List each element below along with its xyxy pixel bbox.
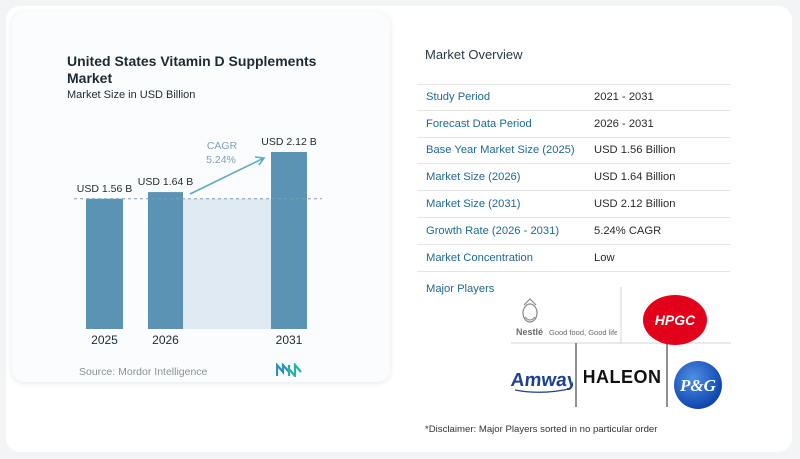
category-label: 2031 xyxy=(276,333,303,347)
pg-logo-icon: P&G xyxy=(674,361,722,409)
hpgc-logo-icon: HPGC xyxy=(643,295,707,345)
source-text: Source: Mordor Intelligence xyxy=(79,366,208,378)
amway-logo-icon: Amway xyxy=(510,370,579,393)
hpgc-logo: HPGC xyxy=(641,293,709,347)
row-label: Growth Rate (2026 - 2031) xyxy=(426,224,560,237)
row-label: Market Concentration xyxy=(426,251,533,264)
row-value: Low xyxy=(594,251,615,264)
svg-text:Good food, Good life: Good food, Good life xyxy=(549,328,617,337)
cagr-shade xyxy=(183,198,271,329)
amway-logo: Amway xyxy=(510,360,579,396)
chart-title: United States Vitamin D Supplements Mark… xyxy=(67,53,317,86)
overview-row: Forecast Data Period 2026 - 2031 xyxy=(417,111,730,138)
svg-text:Nestlé: Nestlé xyxy=(516,327,543,337)
row-value: 2026 - 2031 xyxy=(594,117,654,130)
svg-text:HALEON: HALEON xyxy=(584,367,660,387)
overview-row: Market Concentration Low xyxy=(417,245,730,272)
row-label: Study Period xyxy=(426,91,491,104)
chart-card: USD 1.56 B USD 1.64 B USD 2.12 B 2025 2026 20… xyxy=(12,12,390,382)
data-label: USD 1.64 B xyxy=(138,176,193,188)
svg-text:P&G: P&G xyxy=(679,376,717,395)
nestle-nest-icon: Nestlé Good food, Good life xyxy=(516,298,618,337)
bar xyxy=(271,152,307,329)
overview-title: Market Overview xyxy=(425,47,523,62)
row-value: USD 1.56 Billion xyxy=(594,144,676,157)
overview-row: Base Year Market Size (2025) USD 1.56 Bi… xyxy=(417,138,730,165)
haleon-logo: HALEON xyxy=(583,362,662,390)
data-label: USD 2.12 B xyxy=(261,136,316,148)
row-label: Forecast Data Period xyxy=(426,117,532,130)
bar xyxy=(148,192,183,329)
pg-logo: P&G xyxy=(672,359,724,411)
disclaimer-text: *Disclaimer: Major Players sorted in no … xyxy=(425,424,658,435)
chart-subtitle: Market Size in USD Billion xyxy=(67,89,196,101)
svg-text:HPGC: HPGC xyxy=(655,312,696,328)
overview-row: Market Size (2026) USD 1.64 Billion xyxy=(417,164,730,192)
cagr-arrow xyxy=(189,157,265,195)
row-value: 2021 - 2031 xyxy=(594,91,654,104)
major-players-label: Major Players xyxy=(426,283,495,295)
overview-table: Study Period 2021 - 2031 Forecast Data P… xyxy=(417,84,730,272)
row-value: USD 2.12 Billion xyxy=(594,198,676,211)
overview-row: Market Size (2031) USD 2.12 Billion xyxy=(417,191,730,218)
data-label: USD 1.56 B xyxy=(77,183,132,195)
overview-row: Study Period 2021 - 2031 xyxy=(417,84,730,111)
row-value: 5.24% CAGR xyxy=(594,224,662,237)
bar xyxy=(86,198,123,329)
cagr-arrow-head xyxy=(254,156,266,166)
row-label: Base Year Market Size (2025) xyxy=(426,144,575,157)
nestle-logo: Nestlé Good food, Good life xyxy=(515,293,618,339)
category-label: 2025 xyxy=(91,333,118,347)
chart-plot: USD 1.56 B USD 1.64 B USD 2.12 B 2025 2026 20… xyxy=(74,136,322,347)
haleon-logo-icon: HALEON xyxy=(583,367,662,387)
category-label: 2026 xyxy=(152,333,179,347)
cagr-value: 5.24% xyxy=(206,154,236,166)
svg-text:Amway: Amway xyxy=(511,370,573,391)
mordor-logo-icon xyxy=(276,363,302,377)
row-value: USD 1.64 Billion xyxy=(594,171,676,184)
row-label: Market Size (2026) xyxy=(426,171,521,184)
row-label: Market Size (2031) xyxy=(426,198,521,211)
overview-row: Growth Rate (2026 - 2031) 5.24% CAGR xyxy=(417,218,730,245)
cagr-label: CAGR xyxy=(207,140,238,152)
